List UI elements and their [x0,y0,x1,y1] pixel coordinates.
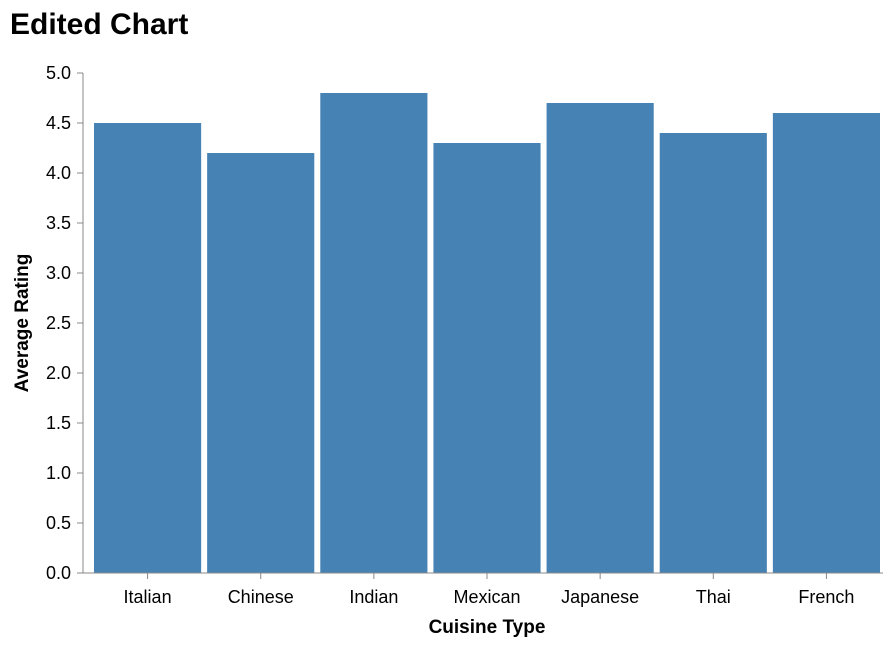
y-tick-label: 3.0 [46,263,71,283]
x-tick-label: Mexican [453,587,520,607]
x-axis: Italian Chinese Indian Mexican Japanese Thai F… [83,572,883,607]
bars-layer [94,93,880,573]
bar-mexican [433,143,541,573]
x-tick-label: Italian [124,587,172,607]
y-tick-label: 5.0 [46,63,71,83]
x-tick-label: French [798,587,854,607]
y-tick-label: 3.5 [46,213,71,233]
y-tick-label: 0.0 [46,563,71,583]
bar-italian [94,123,202,573]
y-tick-label: 4.0 [46,163,71,183]
x-tick-label: Chinese [228,587,294,607]
y-tick-label: 4.5 [46,113,71,133]
chart-title: Edited Chart [10,8,189,41]
y-axis-title: Average Rating [12,254,33,393]
bar-thai [659,133,767,573]
y-axis: 0.0 0.5 1.0 1.5 2.0 2.5 3.0 3.5 4.0 4.5 5.0 [46,63,84,583]
x-tick-label: Indian [349,587,398,607]
y-tick-label: 2.0 [46,363,71,383]
y-tick-label: 1.0 [46,463,71,483]
bar-indian [320,93,428,573]
x-tick-label: Thai [696,587,731,607]
bar-french [772,113,880,573]
y-tick-label: 1.5 [46,413,71,433]
x-tick-label: Japanese [561,587,639,607]
y-tick-label: 0.5 [46,513,71,533]
bar-chinese [207,153,315,573]
x-axis-title: Cuisine Type [429,617,546,638]
bar-japanese [546,103,654,573]
y-tick-label: 2.5 [46,313,71,333]
